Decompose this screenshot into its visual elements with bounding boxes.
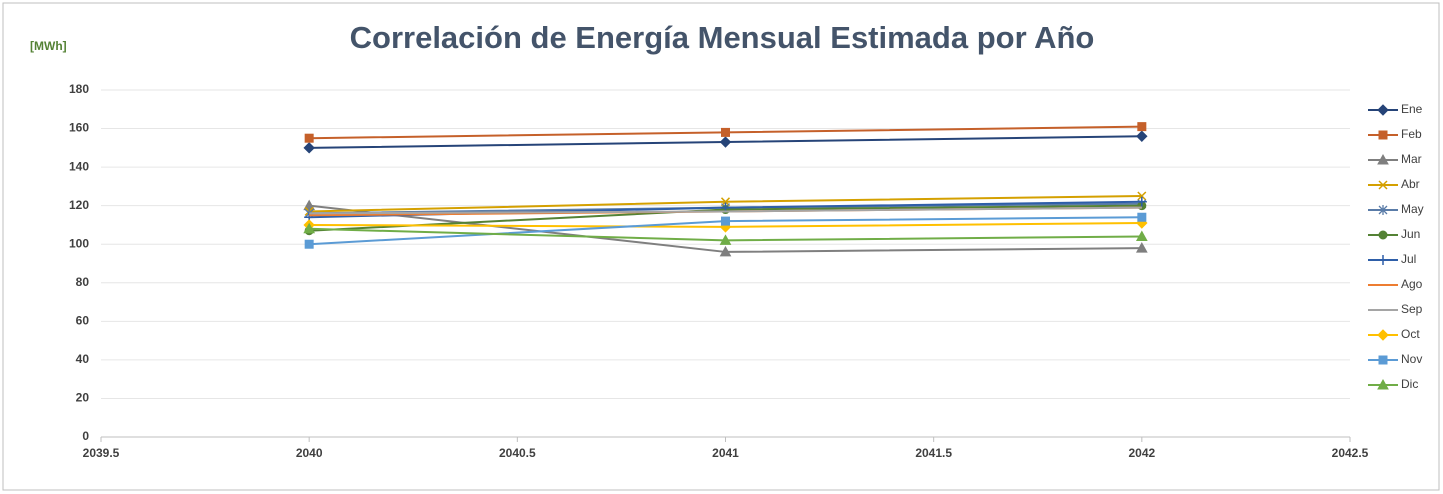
marker [1136, 196, 1147, 207]
x-tick-label: 2040 [296, 446, 323, 460]
y-tick-label: 160 [69, 121, 89, 135]
legend-label: Jul [1401, 252, 1416, 266]
y-tick-label: 60 [76, 314, 90, 328]
marker [1378, 230, 1388, 240]
y-axis-label: [MWh] [30, 39, 67, 53]
chart-title: Correlación de Energía Mensual Estimada … [350, 20, 1095, 55]
x-tick-label: 2042.5 [1332, 446, 1369, 460]
legend-label: Abr [1401, 177, 1420, 191]
marker [719, 234, 732, 245]
y-tick-label: 40 [76, 352, 90, 366]
legend-label: Dic [1401, 377, 1418, 391]
x-tick-label: 2042 [1128, 446, 1155, 460]
legend-label: Ene [1401, 102, 1423, 116]
marker [1136, 130, 1148, 142]
legend-label: Mar [1401, 152, 1422, 166]
marker [719, 136, 732, 148]
series-line [309, 206, 1142, 215]
marker [721, 127, 730, 137]
marker [1377, 153, 1389, 165]
marker [304, 239, 314, 249]
marker [1137, 191, 1147, 201]
y-tick-label: 180 [69, 82, 89, 96]
marker [1377, 329, 1389, 341]
y-tick-label: 120 [69, 198, 89, 212]
legend-label: Feb [1401, 127, 1422, 141]
x-tick-label: 2041.5 [915, 446, 952, 460]
legend-label: Nov [1401, 352, 1422, 366]
y-tick-label: 20 [76, 391, 90, 405]
marker [1135, 230, 1148, 242]
marker [1377, 378, 1389, 390]
legend-label: Oct [1401, 327, 1420, 341]
marker [1137, 212, 1147, 222]
marker [721, 216, 730, 226]
legend-label: May [1401, 202, 1424, 216]
marker [303, 222, 316, 234]
marker [1378, 355, 1388, 365]
y-tick-label: 0 [82, 429, 89, 443]
marker [1378, 130, 1388, 140]
y-tick-label: 80 [76, 275, 90, 289]
marker [1378, 180, 1388, 190]
marker [719, 245, 732, 257]
marker [303, 142, 315, 154]
y-tick-label: 140 [69, 159, 89, 173]
marker [304, 133, 314, 143]
x-tick-label: 2041 [712, 446, 739, 460]
marker [1135, 242, 1148, 253]
legend-label: Jun [1401, 227, 1420, 241]
x-tick-label: 2040.5 [499, 446, 536, 460]
legend-label: Sep [1401, 302, 1423, 316]
y-tick-label: 100 [69, 236, 89, 250]
marker [1378, 255, 1388, 265]
marker [1378, 205, 1388, 215]
legend-label: Ago [1401, 277, 1423, 291]
x-tick-label: 2039.5 [83, 446, 120, 460]
marker [1377, 104, 1389, 116]
marker [1137, 122, 1147, 132]
